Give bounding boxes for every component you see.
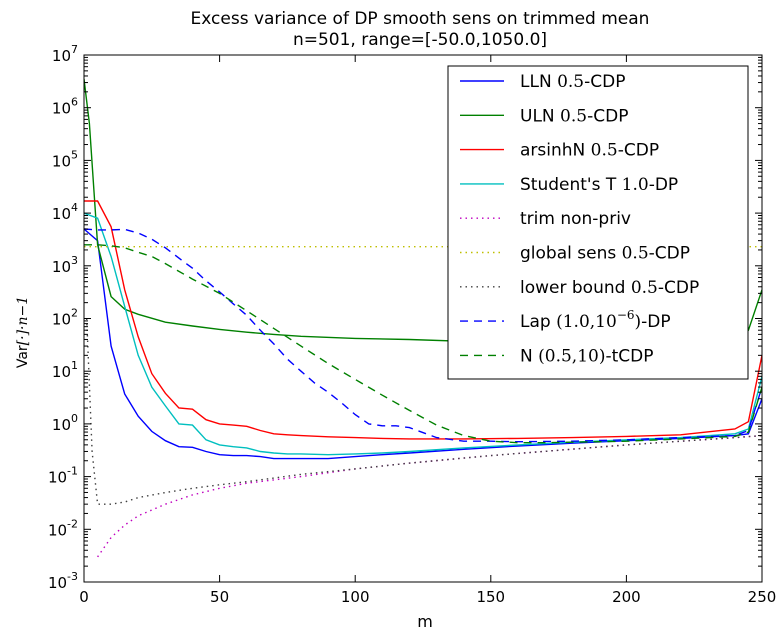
- y-tick-exp: 4: [71, 201, 78, 214]
- x-tick-label: 50: [210, 588, 229, 606]
- x-tick-label: 200: [612, 588, 641, 606]
- y-tick-base: 10: [52, 100, 71, 118]
- y-tick-base: 10: [52, 152, 71, 170]
- y-tick-exp: -2: [67, 517, 78, 530]
- legend-param: (1.0,10: [556, 312, 617, 332]
- legend-param: 0.5: [591, 141, 618, 161]
- y-tick-exp: 1: [71, 359, 78, 372]
- y-tick-exp: 3: [71, 254, 78, 267]
- legend-param: 0.5: [557, 72, 584, 92]
- legend-label-0: LLN 0.5-CDP: [520, 72, 625, 92]
- legend-privacy: -tCDP: [605, 346, 653, 366]
- y-tick-exp: 5: [71, 148, 78, 161]
- y-tick-base: 10: [52, 363, 71, 381]
- legend-name: Student's T: [520, 175, 617, 195]
- x-tick-label: 100: [341, 588, 370, 606]
- legend-label-7: Lap (1.0,10−6)-DP: [520, 308, 671, 332]
- y-tick-label: 10-2: [48, 517, 78, 539]
- legend-param-close: ): [635, 312, 642, 332]
- y-axis-label-prefix: Var: [15, 345, 31, 368]
- legend-name: ULN: [520, 106, 555, 126]
- series-line-7: [84, 228, 762, 443]
- y-axis-label-suffix: [·]·n−1: [15, 296, 31, 345]
- x-tick-label: 250: [748, 588, 777, 606]
- y-tick-exp: -1: [67, 465, 78, 478]
- legend-name: arsinhN: [520, 141, 585, 161]
- y-tick-label: 105: [52, 148, 78, 170]
- y-tick-base: 10: [48, 521, 67, 539]
- y-tick-exp: -3: [67, 570, 78, 583]
- legend-param-exp: −6: [617, 308, 635, 322]
- y-tick-label: 107: [52, 43, 78, 65]
- legend-name: lower bound: [520, 278, 625, 298]
- x-axis-label: m: [417, 612, 433, 631]
- plot-lines: [84, 78, 762, 558]
- y-tick-base: 10: [52, 47, 71, 65]
- legend-param: 0.5: [631, 278, 658, 298]
- y-tick-label: 10-1: [48, 465, 78, 487]
- y-tick-base: 10: [52, 258, 71, 276]
- y-tick-base: 10: [52, 205, 71, 223]
- y-tick-label: 104: [52, 201, 78, 223]
- x-tick-label: 0: [79, 588, 89, 606]
- legend-name: N: [520, 346, 533, 366]
- y-tick-exp: 6: [71, 96, 78, 109]
- legend-privacy: -CDP: [618, 141, 659, 161]
- y-tick-label: 102: [52, 307, 78, 329]
- legend-param: 0.5: [622, 244, 649, 264]
- y-tick-label: 103: [52, 254, 78, 276]
- y-tick-exp: 7: [71, 43, 78, 56]
- legend-privacy: -CDP: [584, 72, 625, 92]
- legend-param: 0.5: [560, 106, 587, 126]
- legend-name: trim non-priv: [520, 209, 631, 229]
- legend-name: Lap: [520, 312, 551, 332]
- legend-privacy: -DP: [649, 175, 678, 195]
- legend-privacy: -CDP: [649, 244, 690, 264]
- y-tick-label: 100: [52, 412, 78, 434]
- legend-label-5: global sens 0.5-CDP: [520, 244, 690, 264]
- y-tick-exp: 0: [71, 412, 78, 425]
- y-tick-label: 10-3: [48, 570, 78, 592]
- legend-label-2: arsinhN 0.5-CDP: [520, 141, 659, 161]
- legend-box: [447, 65, 749, 380]
- chart-title: Excess variance of DP smooth sens on tri…: [191, 9, 650, 29]
- y-tick-base: 10: [52, 311, 71, 329]
- x-axis-ticks: 0 50 100 150 200 250: [79, 55, 776, 606]
- legend-label-6: lower bound 0.5-CDP: [520, 278, 699, 298]
- legend-param: (0.5,10): [538, 346, 605, 366]
- series-line-8: [84, 244, 762, 444]
- legend-privacy: -CDP: [658, 278, 699, 298]
- y-tick-base: 10: [48, 574, 67, 592]
- y-tick-exp: 2: [71, 307, 78, 320]
- y-tick-base: 10: [52, 416, 71, 434]
- series-line-0: [84, 228, 762, 460]
- legend-name: LLN: [520, 72, 552, 92]
- legend-label-4: trim non-priv: [520, 209, 631, 229]
- series-line-2: [84, 200, 762, 440]
- legend-param: 1.0: [622, 175, 649, 195]
- legend-label-3: Student's T 1.0-DP: [520, 175, 678, 195]
- legend-privacy: -DP: [641, 312, 670, 332]
- legend-label-8: N (0.5,10)-tCDP: [520, 346, 653, 366]
- series-line-4: [97, 434, 762, 558]
- legend-name: global sens: [520, 244, 616, 264]
- chart-subtitle: n=501, range=[-50.0,1050.0]: [293, 30, 547, 50]
- series-line-6: [86, 318, 762, 505]
- y-tick-label: 101: [52, 359, 78, 381]
- legend-privacy: -CDP: [587, 106, 628, 126]
- y-axis-label: Var[·]·n−1: [15, 296, 31, 368]
- y-tick-label: 106: [52, 96, 78, 118]
- x-tick-label: 150: [476, 588, 505, 606]
- y-tick-base: 10: [48, 469, 67, 487]
- legend-label-1: ULN 0.5-CDP: [520, 106, 628, 126]
